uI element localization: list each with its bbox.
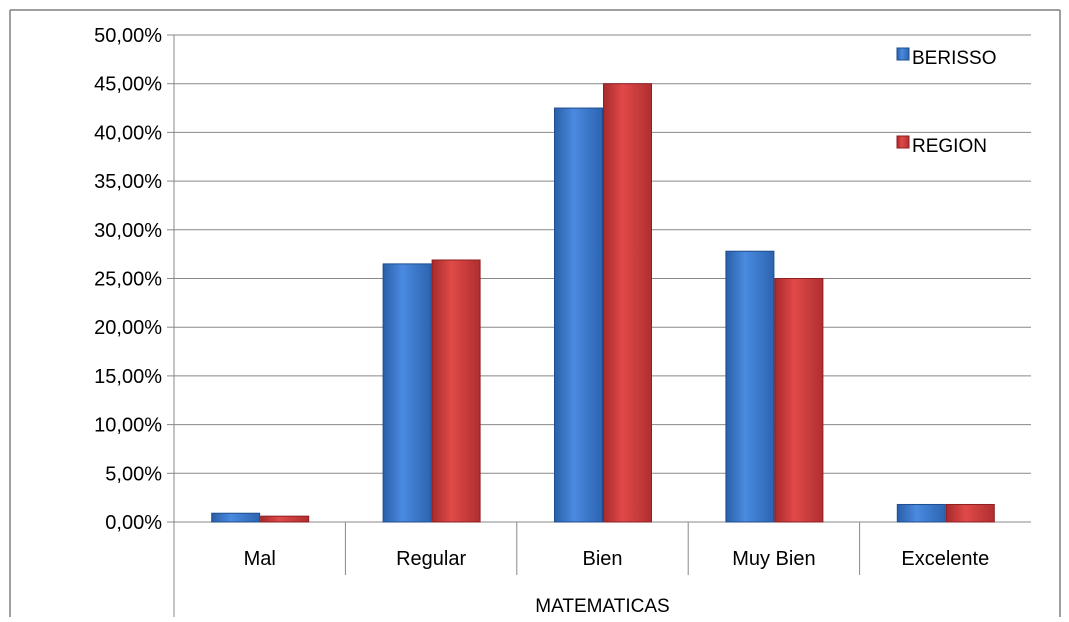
legend-swatch-berisso	[896, 47, 910, 61]
bar-region-regular	[431, 259, 481, 523]
y-tick-label: 35,00%	[94, 171, 162, 193]
x-category-label: Muy Bien	[732, 548, 815, 570]
y-tick-label: 0,00%	[105, 512, 162, 534]
y-tick-label: 20,00%	[94, 317, 162, 339]
bar-berisso-mal	[211, 512, 261, 523]
x-category-label: Regular	[396, 548, 466, 570]
legend-swatch-region	[896, 135, 910, 149]
bar-region-bien	[603, 83, 652, 523]
y-tick-label: 15,00%	[94, 366, 162, 388]
bar-berisso-regular	[382, 263, 432, 523]
y-tick-label: 40,00%	[94, 122, 162, 144]
x-category-label: Bien	[582, 548, 622, 570]
x-category-label: Excelente	[901, 548, 989, 570]
y-tick-label: 50,00%	[94, 25, 162, 47]
bar-berisso-muy-bien	[725, 250, 775, 523]
bar-berisso-excelente	[896, 503, 946, 523]
bar-region-mal	[260, 515, 310, 523]
y-tick-label: 10,00%	[94, 415, 162, 437]
bar-berisso-bien	[554, 107, 603, 523]
bar-region-excelente	[945, 503, 995, 523]
y-tick-label: 45,00%	[94, 74, 162, 96]
bar-region-muy-bien	[774, 278, 824, 523]
y-tick-label: 25,00%	[94, 269, 162, 291]
x-group-label: MATEMATICAS	[535, 596, 669, 617]
legend-label-berisso: BERISSO	[912, 48, 996, 69]
x-category-label: Mal	[244, 548, 276, 570]
legend-label-region: REGION	[912, 136, 987, 157]
y-tick-label: 30,00%	[94, 220, 162, 242]
y-tick-label: 5,00%	[105, 463, 162, 485]
